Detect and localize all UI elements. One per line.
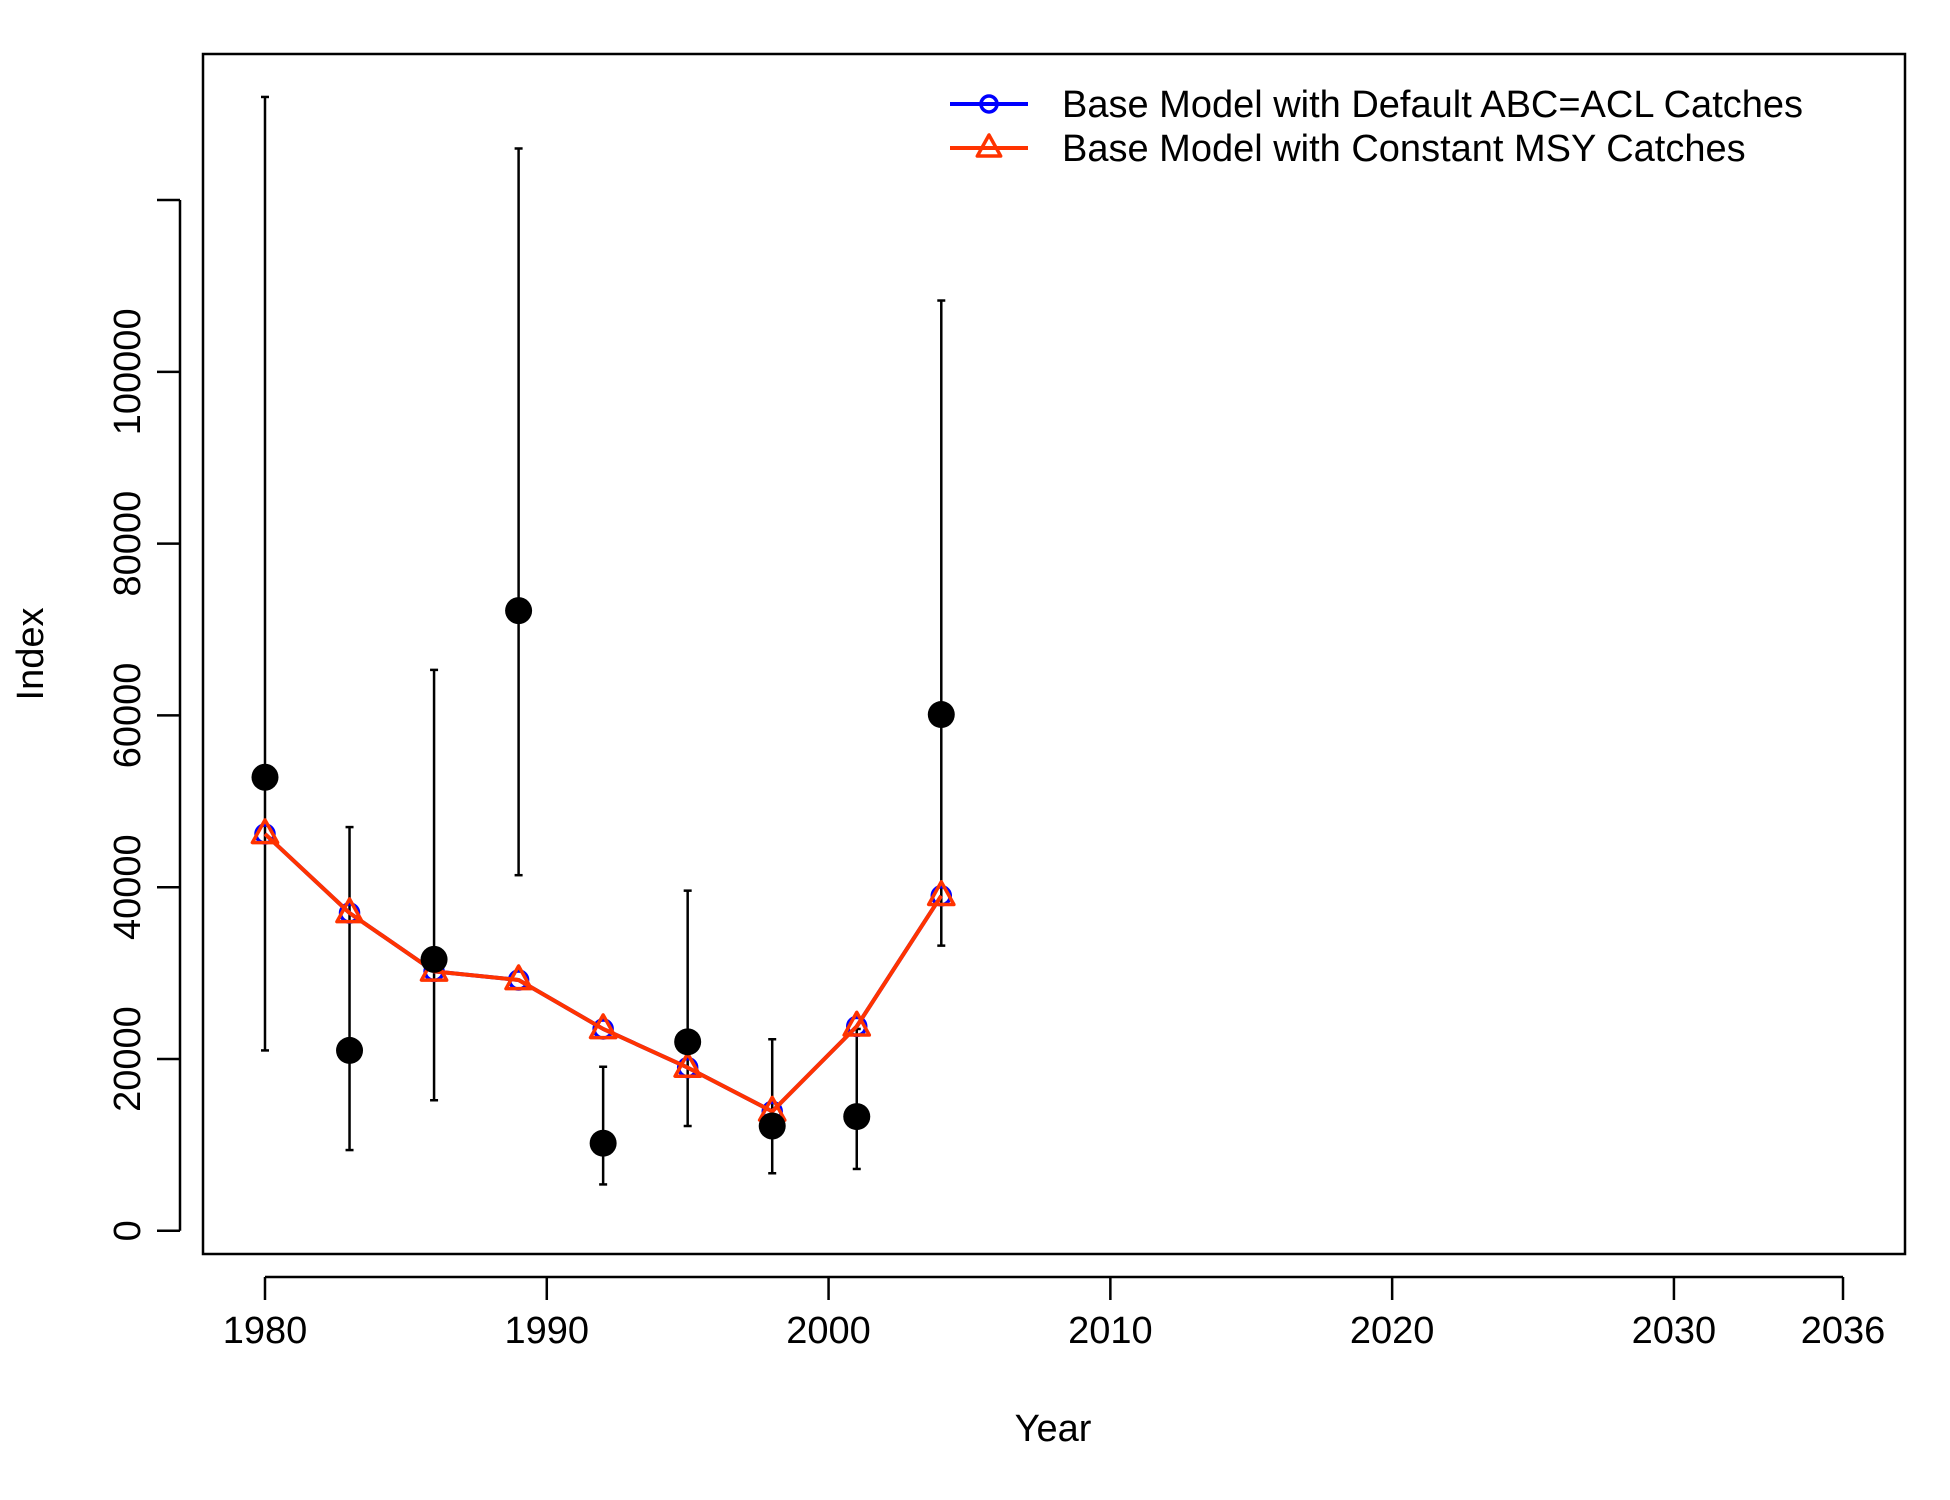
x-tick-label: 2030 (1632, 1310, 1717, 1352)
x-tick-label: 2000 (786, 1310, 871, 1352)
x-axis-title: Year (1015, 1408, 1092, 1450)
observed-point (420, 945, 448, 973)
observed-point (251, 763, 279, 791)
y-axis-title: Index (10, 608, 52, 701)
y-tick-label: 80000 (107, 491, 149, 597)
plot-frame (201, 52, 1907, 1256)
observed-point (843, 1103, 871, 1131)
observed-point (927, 701, 955, 729)
observed-points (251, 597, 955, 1157)
legend-marker (979, 94, 999, 114)
series-point (588, 1013, 618, 1040)
x-axis: 1980 1990 2000 2010 2020 2030 2036 (223, 1275, 1886, 1352)
observed-point (758, 1112, 786, 1140)
legend-marker (975, 133, 1003, 158)
y-tick-label: 100000 (107, 308, 149, 435)
observed-point (336, 1036, 364, 1064)
y-tick-label: 0 (107, 1220, 149, 1241)
x-tick-label: 2010 (1068, 1310, 1153, 1352)
series-point (926, 880, 956, 907)
y-tick-label: 20000 (107, 1006, 149, 1112)
series-point (504, 964, 533, 991)
series-point (335, 897, 364, 924)
series-line (263, 832, 943, 1114)
x-tick-label: 2020 (1350, 1310, 1435, 1352)
series-lines (250, 818, 956, 1123)
y-tick-label: 40000 (107, 834, 149, 940)
legend-label: Base Model with Constant MSY Catches (1062, 128, 1746, 170)
observed-point (505, 597, 533, 625)
legend: Base Model with Default ABC=ACL CatchesB… (950, 84, 1803, 170)
series-point (250, 818, 280, 845)
y-tick-label: 60000 (107, 663, 149, 769)
series-point (673, 1051, 703, 1079)
y-axis: 0 20000 40000 60000 80000 100000 (107, 198, 182, 1241)
observed-point (674, 1028, 702, 1056)
x-tick-label: 2036 (1801, 1310, 1886, 1352)
x-tick-label: 1990 (505, 1310, 590, 1352)
observed-point (589, 1129, 617, 1157)
error-bars (260, 95, 946, 1186)
series-point (842, 1010, 872, 1037)
legend-label: Base Model with Default ABC=ACL Catches (1062, 84, 1803, 126)
x-tick-label: 1980 (223, 1310, 308, 1352)
